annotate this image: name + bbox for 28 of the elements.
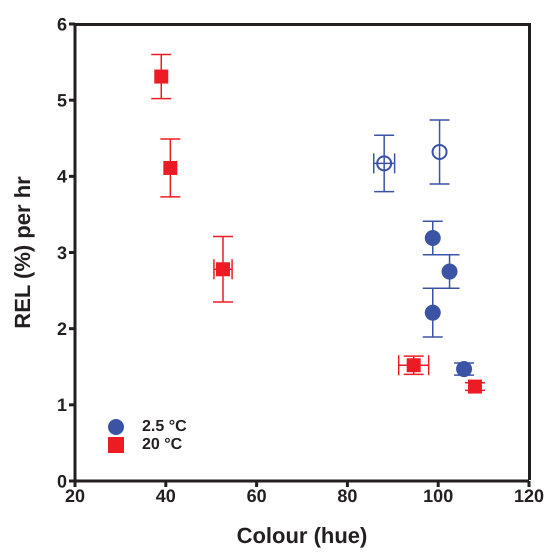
point [468, 380, 482, 394]
legend-label: 20 °C [142, 436, 182, 453]
y-axis-title: REL (%) per hr [10, 176, 35, 329]
y-tick-label: 3 [56, 242, 67, 263]
point [442, 264, 458, 280]
y-tick-label: 2 [56, 319, 67, 340]
y-tick-label: 4 [56, 166, 67, 187]
y-tick-label: 6 [56, 14, 67, 34]
x-tick-label: 60 [246, 486, 267, 506]
x-tick-label: 120 [514, 486, 544, 506]
point [163, 160, 178, 175]
legend-label: 2.5 °C [142, 418, 187, 435]
x-tick-label: 80 [337, 486, 358, 506]
point [424, 304, 441, 321]
point [424, 230, 441, 246]
y-tick-label: 0 [56, 471, 67, 492]
point [456, 361, 472, 378]
x-tick-label: 100 [423, 486, 454, 506]
x-tick-label: 20 [64, 486, 86, 506]
x-axis-title: Colour (hue) [236, 523, 368, 548]
y-tick-label: 5 [56, 90, 67, 111]
point [432, 144, 448, 160]
x-tick-label: 40 [156, 486, 176, 506]
point [376, 155, 392, 172]
point [406, 358, 421, 372]
point [154, 70, 168, 84]
point [216, 262, 230, 276]
y-tick-label: 1 [56, 395, 67, 416]
